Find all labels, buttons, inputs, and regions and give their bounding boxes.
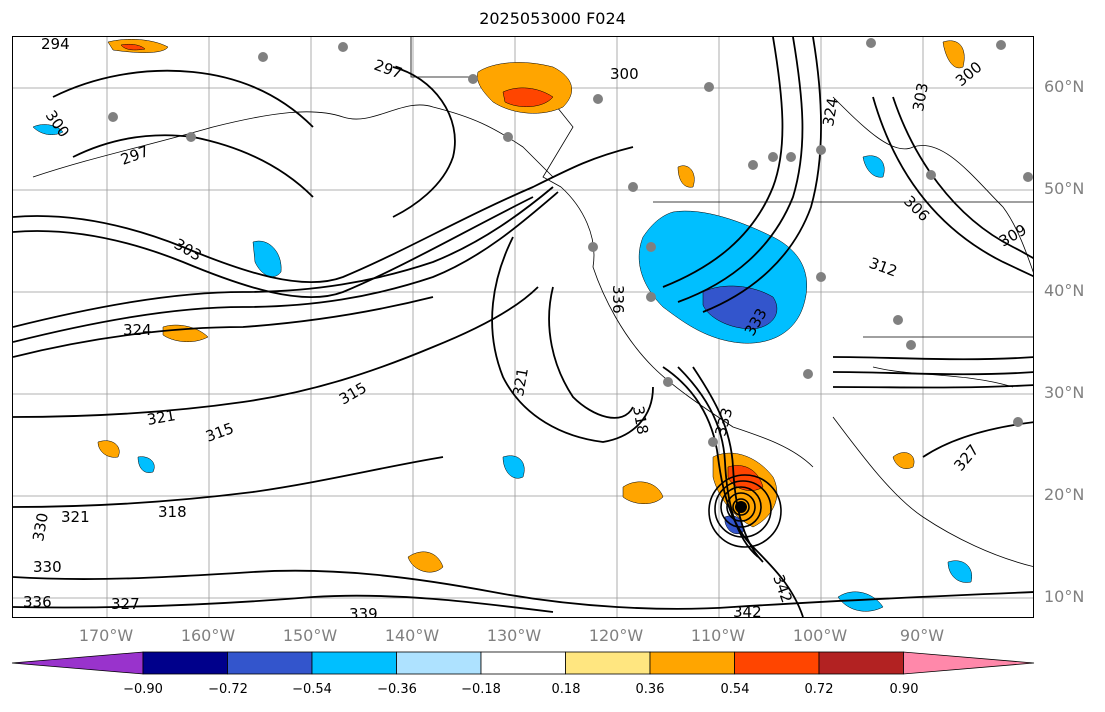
- colorbar-tick: 0.54: [720, 682, 750, 697]
- contour-label: 321: [61, 508, 90, 526]
- lat-label: 50°N: [1044, 179, 1085, 198]
- contour-label: 315: [336, 379, 370, 409]
- colorbar-segment: [480, 651, 566, 675]
- contour-label: 312: [867, 254, 900, 281]
- contour-label: 306: [900, 192, 933, 225]
- contour-label: 321: [146, 406, 177, 429]
- lat-label: 30°N: [1044, 383, 1085, 402]
- contour-label: 330: [33, 558, 62, 576]
- colorbar-tick: 0.36: [635, 682, 665, 697]
- lon-label: 130°W: [486, 626, 542, 645]
- lon-label: 150°W: [282, 626, 338, 645]
- map-canvas: 294 297 300 300 297 303 300 303 306 309 …: [13, 37, 1033, 618]
- colorbar-segment: [734, 651, 820, 675]
- lon-label: 120°W: [588, 626, 644, 645]
- colorbar-tick: −0.36: [377, 682, 417, 697]
- colorbar-tick: −0.54: [292, 682, 332, 697]
- colorbar-tick: −0.90: [123, 682, 163, 697]
- contour-label: 318: [629, 405, 652, 436]
- contour-label: 324: [123, 321, 152, 339]
- contour-label: 336: [609, 285, 627, 314]
- shading-positive-strong: [120, 43, 764, 491]
- lon-label: 110°W: [690, 626, 746, 645]
- contour-label: 300: [42, 107, 73, 141]
- contours: [13, 37, 1033, 617]
- contour-label: 300: [610, 65, 639, 83]
- contour-label: 336: [23, 593, 52, 611]
- hurricane-center: [735, 501, 747, 513]
- contour-label: 315: [203, 419, 236, 446]
- contour-label: 333: [711, 406, 736, 438]
- contour-label: 327: [950, 441, 982, 475]
- hurricane-vortex: [708, 474, 782, 548]
- shading-negative: [32, 124, 973, 612]
- coastlines: [32, 37, 1033, 567]
- contour-label: 297: [118, 142, 151, 169]
- colorbar-extend-high: [903, 651, 1035, 675]
- colorbar-tick: −0.72: [208, 682, 248, 697]
- contour-label: 327: [111, 595, 140, 613]
- colorbar: [11, 651, 1035, 675]
- lon-label: 100°W: [792, 626, 848, 645]
- colorbar-segment: [396, 651, 482, 675]
- contour-label: 303: [171, 235, 205, 265]
- colorbar-tick: 0.90: [889, 682, 919, 697]
- colorbar-segment: [142, 651, 228, 675]
- lat-label: 10°N: [1044, 587, 1085, 606]
- contour-label: 342: [769, 572, 796, 605]
- contour-label: 342: [733, 603, 762, 618]
- lat-label: 60°N: [1044, 77, 1085, 96]
- contour-label: 297: [372, 56, 405, 83]
- station-dots: [108, 38, 1033, 447]
- colorbar-extend-low: [11, 651, 144, 675]
- lon-label: 160°W: [180, 626, 236, 645]
- lon-label: 140°W: [384, 626, 440, 645]
- contour-label: 339: [349, 605, 378, 618]
- colorbar-segment: [818, 651, 904, 675]
- lon-label: 170°W: [78, 626, 134, 645]
- lat-label: 40°N: [1044, 281, 1085, 300]
- colorbar-segment: [649, 651, 735, 675]
- colorbar-tick: −0.18: [461, 682, 501, 697]
- map-title: 2025053000 F024: [479, 9, 626, 28]
- map-panel: 294 297 300 300 297 303 300 303 306 309 …: [12, 36, 1034, 618]
- colorbar-segment: [227, 651, 313, 675]
- lat-label: 20°N: [1044, 485, 1085, 504]
- colorbar-segment: [311, 651, 397, 675]
- contour-label: 318: [158, 503, 187, 521]
- colorbar-segment: [565, 651, 651, 675]
- contour-label: 321: [509, 366, 532, 397]
- contour-label: 330: [29, 511, 52, 542]
- contour-label: 294: [41, 37, 70, 53]
- graticule: [13, 37, 1033, 617]
- contour-label: 303: [909, 81, 932, 112]
- colorbar-tick: 0.72: [804, 682, 834, 697]
- contour-label: 324: [819, 96, 842, 127]
- lon-label: 90°W: [899, 626, 945, 645]
- colorbar-tick: 0.18: [551, 682, 581, 697]
